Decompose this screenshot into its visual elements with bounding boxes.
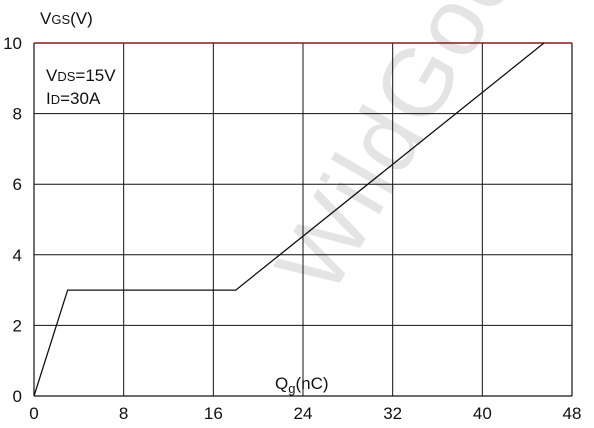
condition-vds: VDS=15V — [46, 66, 116, 85]
x-tick-label: 48 — [563, 404, 582, 423]
y-tick-label: 8 — [13, 105, 22, 124]
grid — [34, 43, 572, 396]
axes — [33, 42, 573, 397]
y-tick-label: 2 — [13, 316, 22, 335]
x-tick-label: 8 — [119, 404, 128, 423]
x-tick-label: 40 — [473, 404, 492, 423]
x-tick-label: 24 — [294, 404, 313, 423]
y-axis-label: VGS(V) — [40, 9, 93, 28]
x-tick-label: 32 — [383, 404, 402, 423]
condition-id: ID=30A — [46, 89, 101, 108]
y-tick-label: 10 — [3, 34, 22, 53]
y-tick-label: 0 — [13, 387, 22, 406]
x-tick-label: 16 — [204, 404, 223, 423]
watermark-text: WildGood — [256, 0, 567, 310]
x-tick-label: 0 — [29, 404, 38, 423]
y-tick-label: 4 — [13, 246, 22, 265]
series-layer — [33, 42, 545, 397]
x-axis-label: Qg(nC) — [275, 374, 329, 396]
gate-charge-line — [33, 42, 545, 397]
y-tick-label: 6 — [13, 175, 22, 194]
